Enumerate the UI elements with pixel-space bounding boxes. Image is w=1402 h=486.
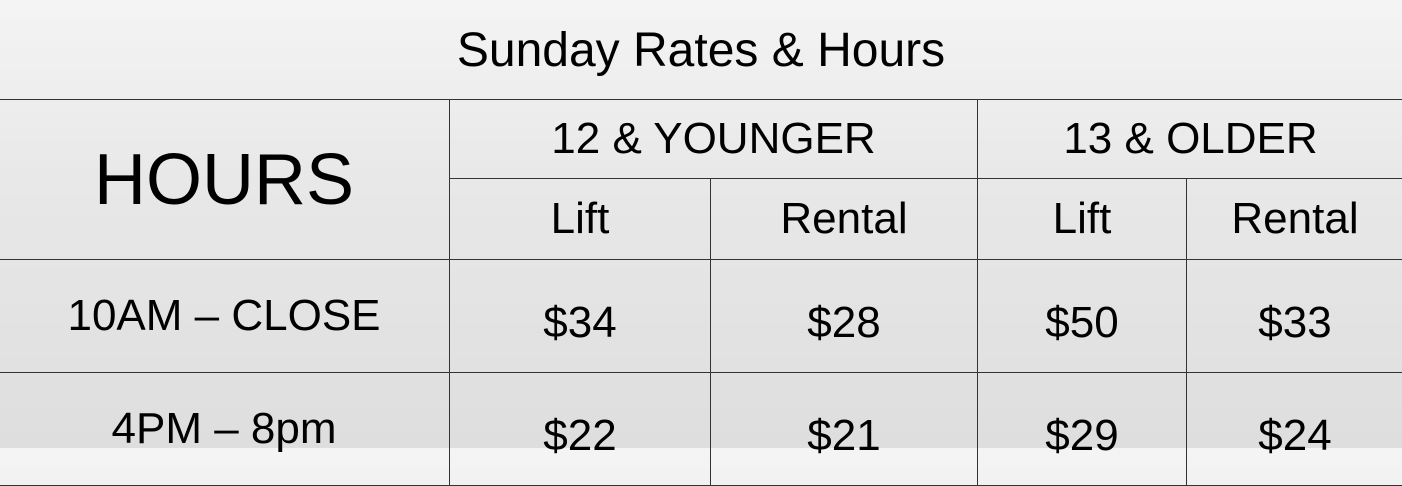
lift-header: Lift (450, 179, 711, 260)
price-cell: $33 (1187, 260, 1402, 373)
group-13-older: 13 & OLDER (978, 100, 1402, 179)
rental-header: Rental (1187, 179, 1402, 260)
table-row: 10AM – CLOSE $34 $28 $50 $33 (0, 260, 1402, 373)
price-cell: $29 (978, 373, 1187, 486)
time-cell: 4PM – 8pm (0, 373, 450, 486)
table-row: 4PM – 8pm $22 $21 $29 $24 (0, 373, 1402, 486)
rental-header: Rental (711, 179, 978, 260)
rates-table: HOURS 12 & YOUNGER 13 & OLDER Lift Renta… (0, 99, 1402, 486)
price-cell: $34 (450, 260, 711, 373)
price-cell: $24 (1187, 373, 1402, 486)
group-12-younger: 12 & YOUNGER (450, 100, 978, 179)
price-cell: $28 (711, 260, 978, 373)
price-cell: $22 (450, 373, 711, 486)
hours-header: HOURS (0, 100, 450, 260)
time-cell: 10AM – CLOSE (0, 260, 450, 373)
price-cell: $50 (978, 260, 1187, 373)
page-title: Sunday Rates & Hours (0, 0, 1402, 100)
lift-header: Lift (978, 179, 1187, 260)
price-cell: $21 (711, 373, 978, 486)
